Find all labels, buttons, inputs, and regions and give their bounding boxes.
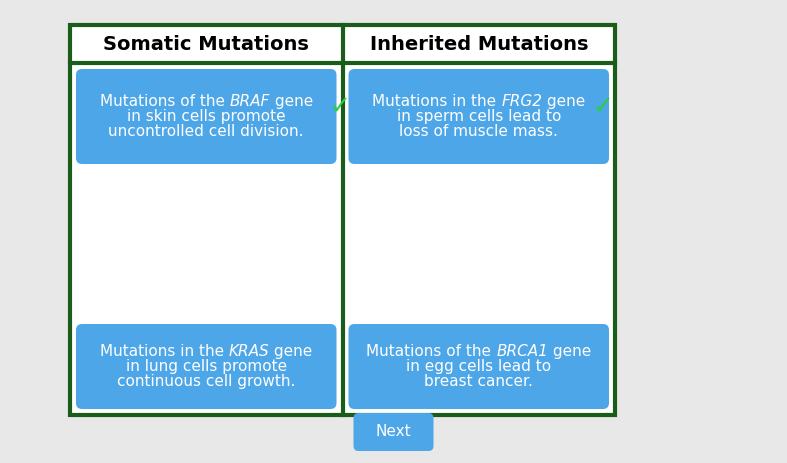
Text: continuous cell growth.: continuous cell growth.: [117, 374, 295, 389]
Text: Next: Next: [375, 425, 412, 439]
Bar: [70, 25, 615, 415]
Text: in skin cells promote: in skin cells promote: [127, 109, 286, 124]
Text: in sperm cells lead to: in sperm cells lead to: [397, 109, 561, 124]
Text: KRAS: KRAS: [229, 344, 269, 359]
Text: Mutations of the: Mutations of the: [366, 344, 496, 359]
FancyBboxPatch shape: [349, 324, 609, 409]
Text: loss of muscle mass.: loss of muscle mass.: [399, 124, 558, 139]
Text: uncontrolled cell division.: uncontrolled cell division.: [109, 124, 304, 139]
Text: Mutations in the: Mutations in the: [372, 94, 501, 109]
Text: ✓: ✓: [593, 94, 614, 119]
Text: BRAF: BRAF: [230, 94, 270, 109]
Text: Inherited Mutations: Inherited Mutations: [370, 35, 588, 54]
Text: in egg cells lead to: in egg cells lead to: [406, 359, 552, 374]
Text: BRCA1: BRCA1: [496, 344, 548, 359]
FancyBboxPatch shape: [349, 69, 609, 164]
Text: Somatic Mutations: Somatic Mutations: [103, 35, 309, 54]
Text: breast cancer.: breast cancer.: [424, 374, 533, 389]
Text: Mutations in the: Mutations in the: [100, 344, 229, 359]
Text: gene: gene: [269, 344, 312, 359]
Text: gene: gene: [542, 94, 586, 109]
Text: Mutations of the: Mutations of the: [100, 94, 230, 109]
Text: gene: gene: [270, 94, 313, 109]
Text: gene: gene: [548, 344, 591, 359]
FancyBboxPatch shape: [76, 69, 337, 164]
FancyBboxPatch shape: [76, 324, 337, 409]
FancyBboxPatch shape: [353, 413, 434, 451]
Text: ✓: ✓: [329, 94, 350, 119]
Text: FRG2: FRG2: [501, 94, 542, 109]
Text: in lung cells promote: in lung cells promote: [126, 359, 286, 374]
